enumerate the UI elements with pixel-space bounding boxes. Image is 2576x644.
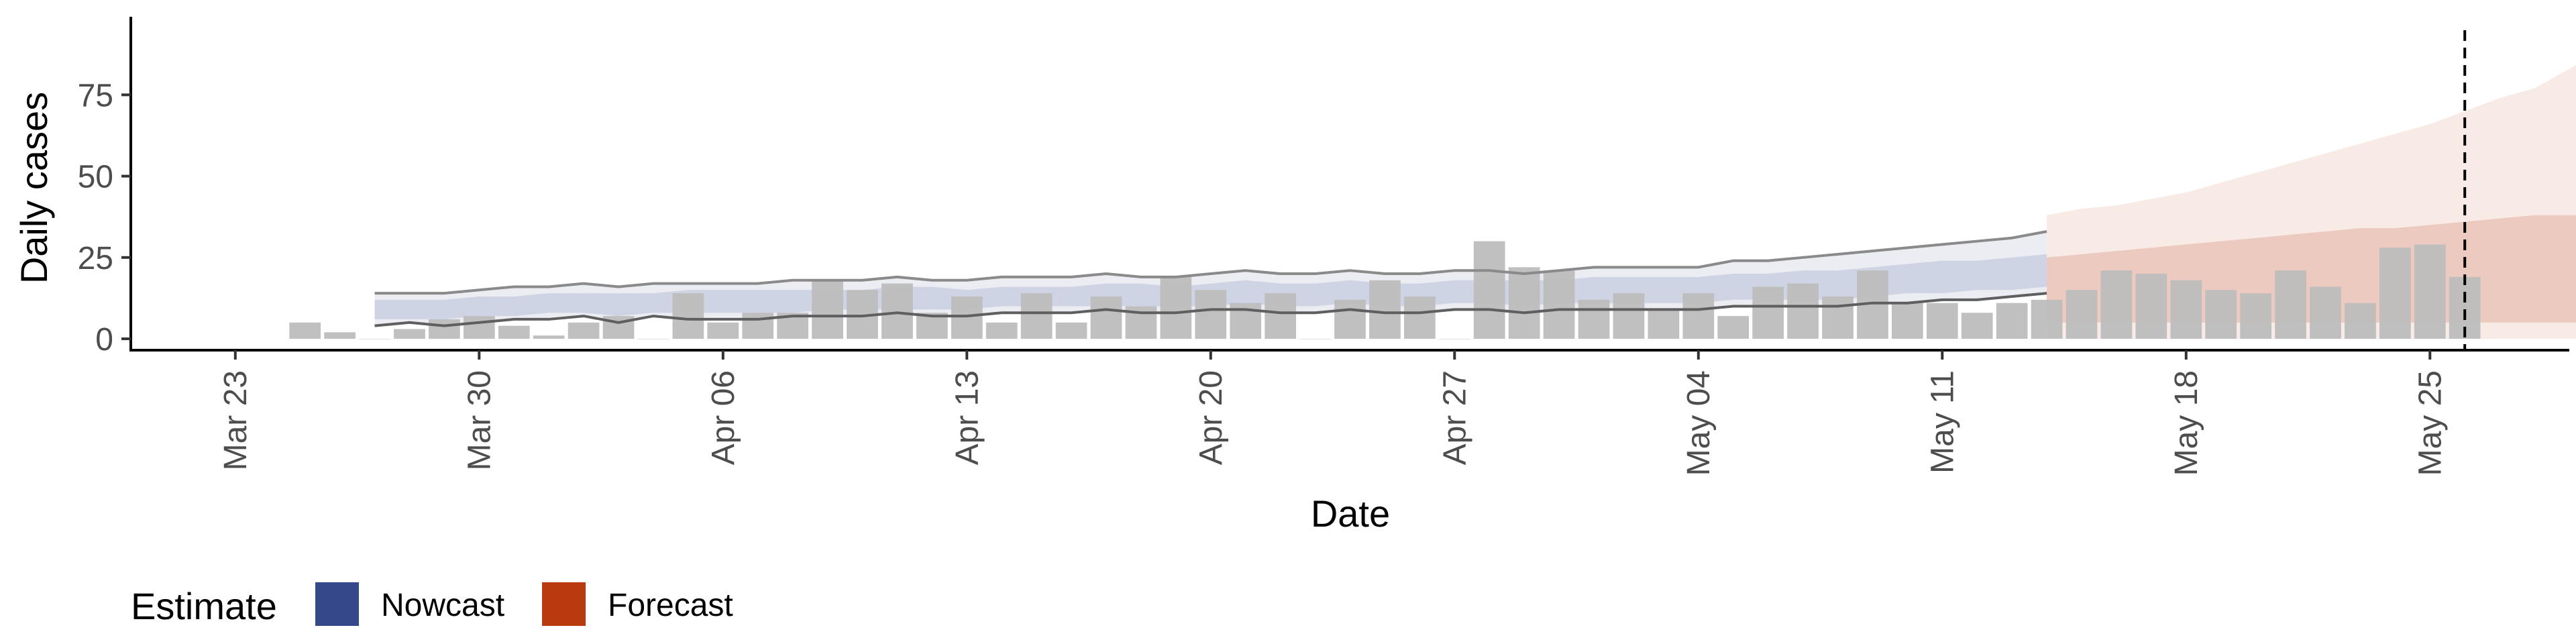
- daily-case-bar: [463, 316, 495, 339]
- daily-case-bar: [1961, 313, 1993, 339]
- daily-case-bar: [1682, 293, 1715, 339]
- nowcast-lower-line: [374, 292, 2047, 327]
- daily-case-bar: [985, 322, 1018, 339]
- daily-case-bar: [1055, 322, 1087, 339]
- daily-case-bar: [2205, 290, 2237, 339]
- daily-case-bar: [1473, 241, 1505, 339]
- daily-case-bar: [2135, 274, 2167, 339]
- daily-case-bar: [1508, 267, 1540, 339]
- daily-case-bar: [2170, 280, 2202, 339]
- y-axis-title: Daily cases: [13, 92, 55, 284]
- daily-case-bar: [812, 280, 843, 339]
- daily-case-bar: [1090, 296, 1122, 339]
- legend-label-forecast: Forecast: [608, 588, 733, 623]
- y-tick-label: 0: [95, 322, 113, 358]
- daily-case-bar: [498, 325, 530, 339]
- daily-case-bar: [1891, 303, 1923, 339]
- daily-case-bar: [742, 313, 774, 339]
- y-tick-label: 50: [78, 160, 113, 195]
- x-tick-label: May 25: [2412, 370, 2448, 476]
- daily-case-bar: [568, 322, 600, 339]
- daily-case-bar: [2100, 270, 2133, 339]
- daily-case-bar: [533, 335, 565, 339]
- x-tick-label: May 11: [1925, 370, 1960, 474]
- daily-case-bar: [707, 322, 739, 339]
- axes: 0 25 50 75 Mar 23 Mar 30 Apr 06 Apr 13 Apr 20 Ap…: [78, 17, 2569, 476]
- daily-case-bar: [2414, 244, 2446, 339]
- legend-key-nowcast: [315, 582, 359, 626]
- daily-case-bar: [1996, 303, 2028, 339]
- daily-case-bar: [289, 322, 321, 339]
- daily-case-bar: [1613, 293, 1645, 339]
- x-tick-label: Mar 23: [218, 370, 254, 470]
- daily-case-bar: [951, 296, 983, 339]
- daily-case-bar: [2275, 270, 2306, 339]
- daily-case-bar: [1334, 299, 1366, 339]
- daily-case-bar: [2031, 299, 2063, 339]
- daily-case-bar: [881, 283, 913, 339]
- daily-case-bar: [1752, 286, 1784, 339]
- daily-case-bar: [1369, 280, 1401, 339]
- legend-title: Estimate: [131, 585, 277, 627]
- x-tick-label: May 04: [1681, 370, 1717, 476]
- daily-case-bar: [1648, 309, 1680, 339]
- daily-case-bar: [1265, 293, 1297, 339]
- x-tick-label: Mar 30: [462, 370, 497, 470]
- x-tick-label: Apr 06: [706, 370, 741, 465]
- daily-case-bar: [1195, 290, 1227, 339]
- daily-case-bar: [1578, 299, 1610, 339]
- nowcast-band-lines: [374, 230, 2047, 327]
- daily-case-bar: [428, 319, 460, 339]
- y-tick-label: 25: [78, 241, 113, 276]
- daily-case-bar: [394, 329, 425, 339]
- nowcast-upper-line: [374, 230, 2047, 295]
- daily-case-bar: [1543, 270, 1575, 339]
- daily-case-bar: [672, 293, 704, 339]
- plot-area: [289, 30, 2576, 350]
- x-tick-label: Apr 27: [1437, 370, 1472, 465]
- daily-case-bar: [2065, 290, 2098, 339]
- x-tick-label: Apr 20: [1193, 370, 1229, 465]
- x-tick-label: Apr 13: [949, 370, 985, 465]
- daily-case-bar: [1403, 296, 1436, 339]
- daily-case-bar: [2379, 248, 2411, 339]
- x-axis-ticks: Mar 23 Mar 30 Apr 06 Apr 13 Apr 20 Apr 27 May …: [218, 350, 2448, 476]
- y-tick-label: 75: [78, 78, 113, 113]
- daily-case-bar: [324, 332, 356, 339]
- daily-case-bar: [1717, 316, 1750, 339]
- x-axis-title: Date: [1311, 492, 1390, 535]
- daily-case-bar: [2310, 286, 2341, 339]
- daily-case-bar: [1160, 276, 1192, 339]
- daily-case-bar: [1822, 296, 1854, 339]
- daily-case-bar: [2345, 303, 2376, 339]
- daily-case-bar: [1020, 293, 1053, 339]
- bars: [289, 241, 2481, 339]
- y-axis-ticks: 0 25 50 75: [78, 78, 131, 358]
- daily-case-bar: [2240, 293, 2272, 339]
- legend-label-nowcast: Nowcast: [381, 588, 504, 623]
- legend-key-forecast: [542, 582, 586, 626]
- legend: Estimate Nowcast Forecast: [131, 582, 733, 627]
- daily-case-bar: [1926, 303, 1958, 339]
- daily-case-bar: [1787, 283, 1819, 339]
- x-tick-label: May 18: [2169, 370, 2204, 476]
